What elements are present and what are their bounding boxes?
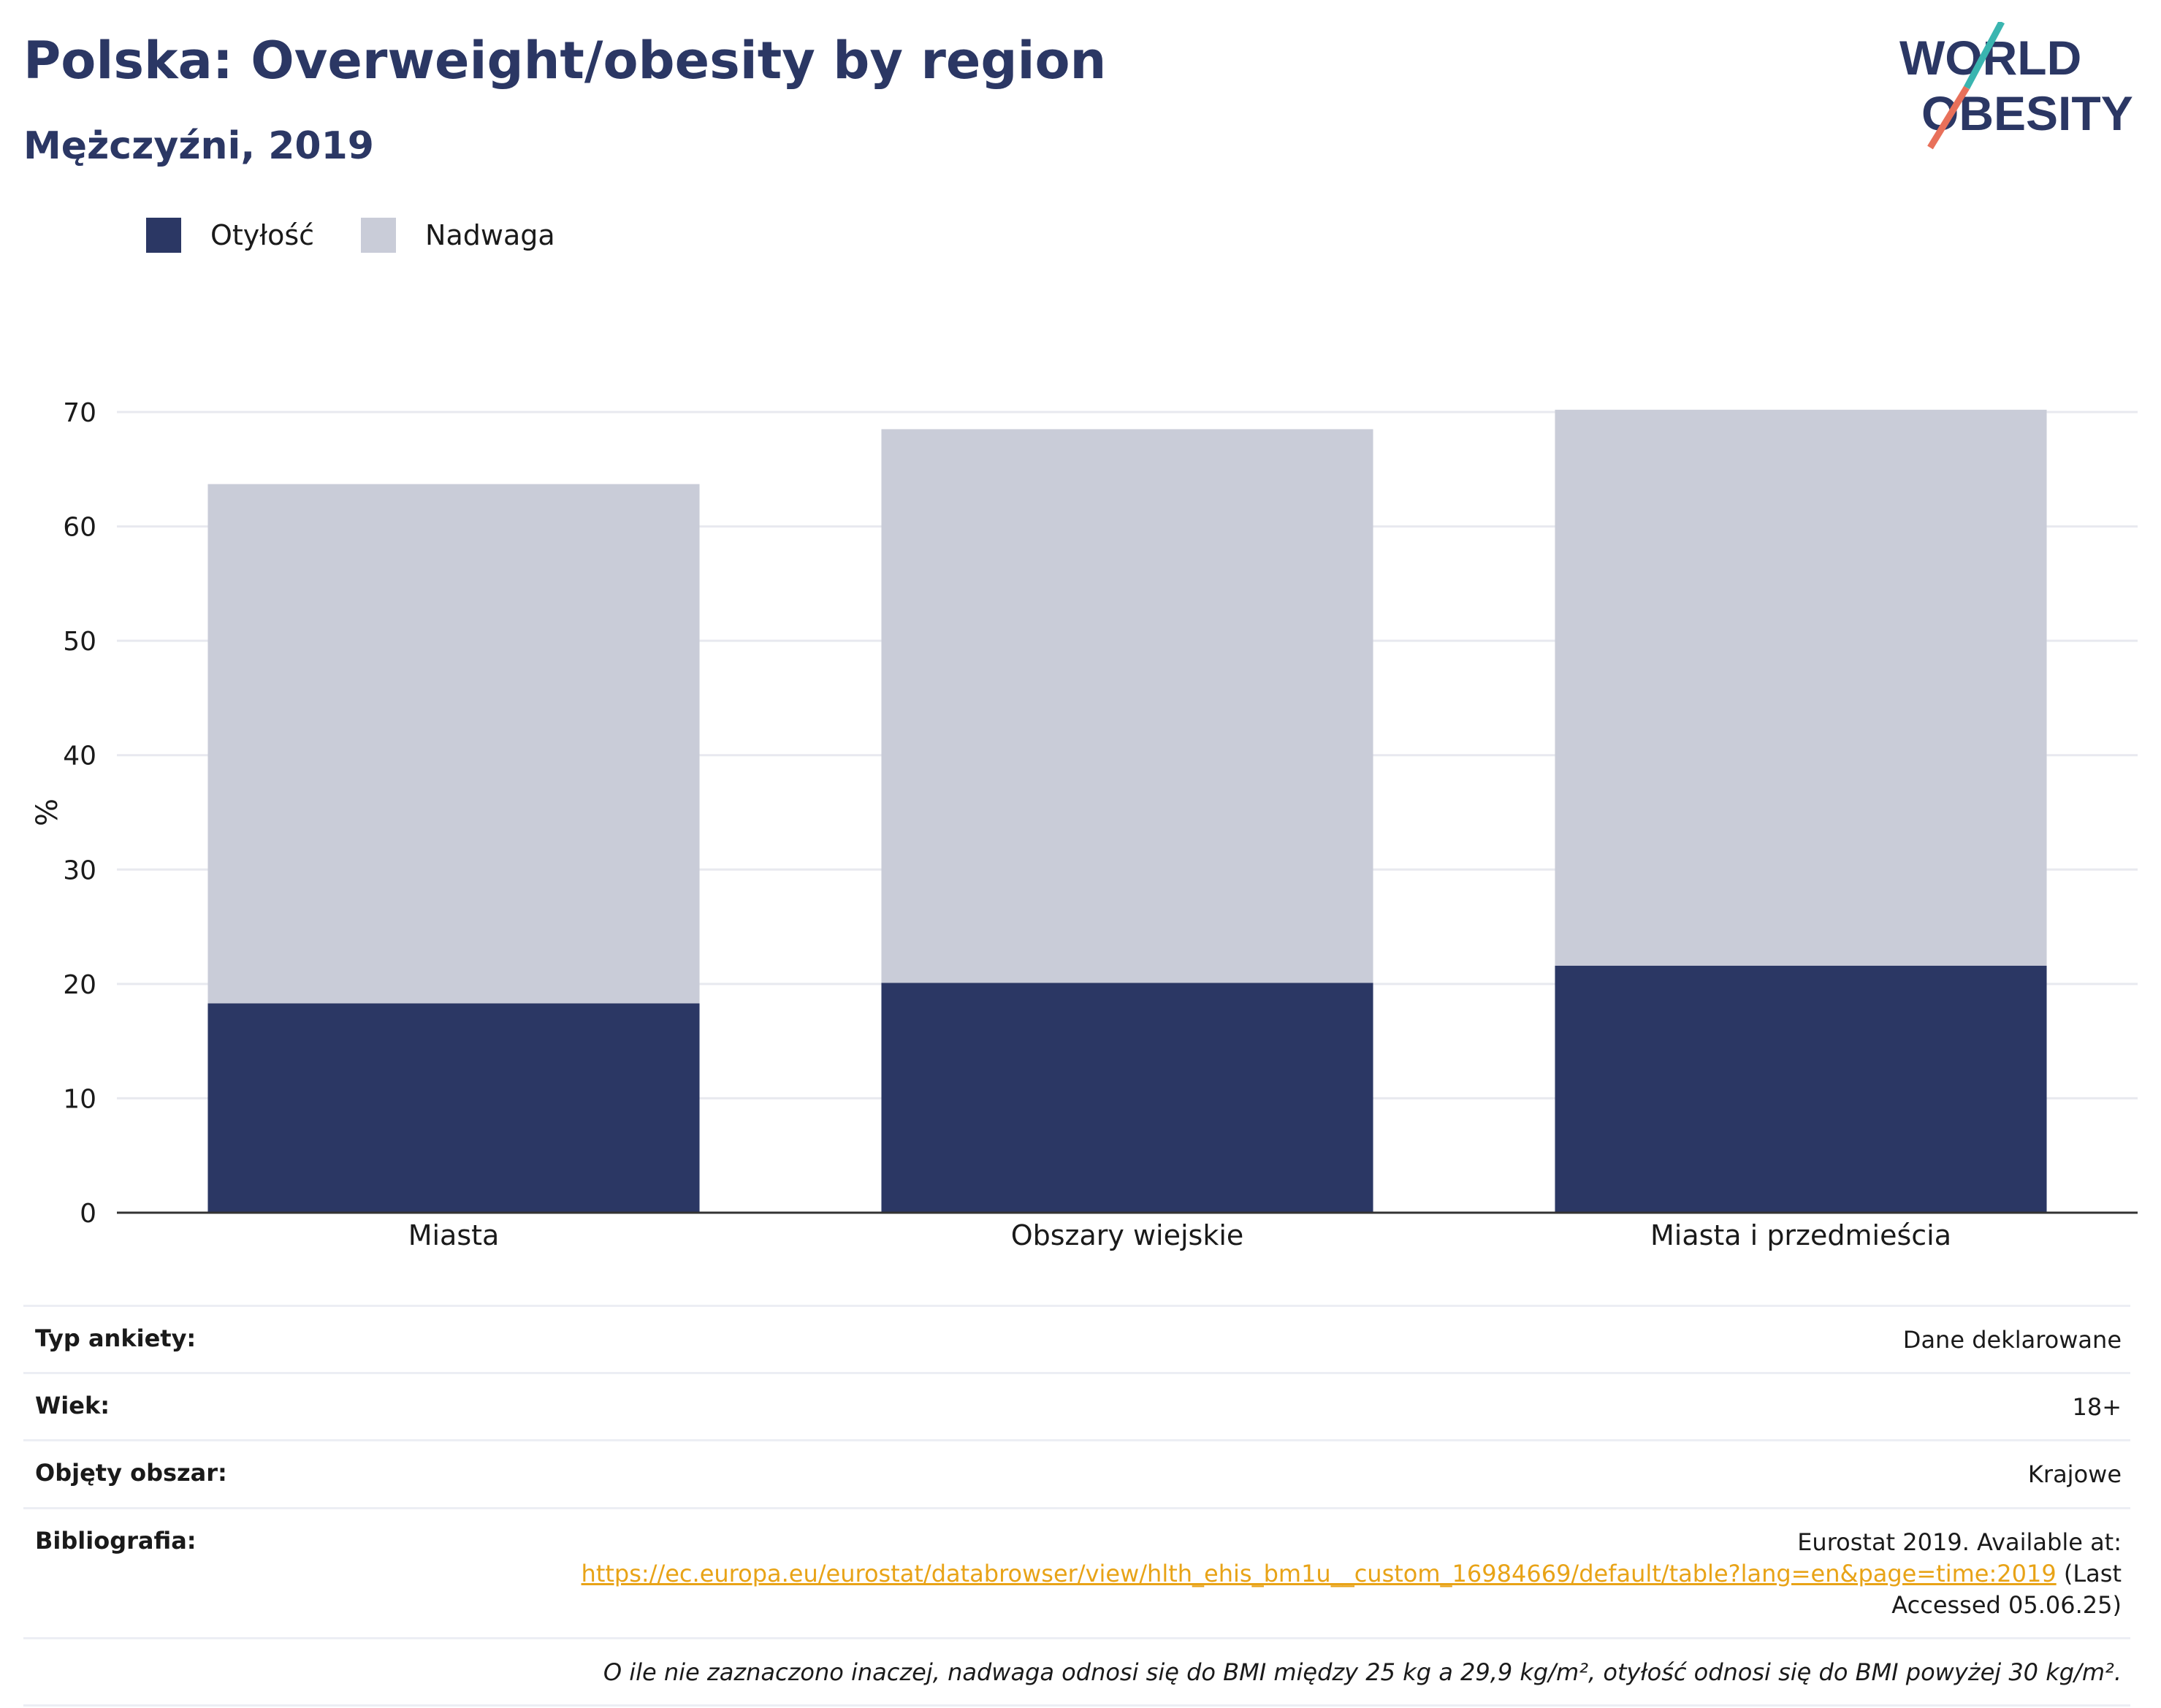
y-axis-label: % xyxy=(31,798,64,826)
area-value: Krajowe xyxy=(2027,1460,2122,1489)
bibliography-link[interactable]: https://ec.europa.eu/eurostat/databrowse… xyxy=(581,1559,2057,1587)
logo-slash-teal xyxy=(1964,22,2005,90)
y-tick-label: 20 xyxy=(63,970,96,1000)
info-row-survey: Typ ankiety: Dane deklarowane xyxy=(23,1305,2130,1372)
bar-overweight xyxy=(207,484,700,1004)
y-tick-label: 50 xyxy=(63,627,96,657)
x-tick-label: Miasta xyxy=(408,1219,500,1251)
y-tick-label: 60 xyxy=(63,513,96,543)
legend-item-overweight: Nadwaga xyxy=(361,218,555,253)
world-obesity-logo: WORLD OBESITY xyxy=(1899,22,2133,150)
bar-obesity xyxy=(881,983,1373,1213)
y-tick-label: 0 xyxy=(80,1199,96,1229)
bar-chart: 0 10 20 30 40 50 60 70% Miasta Obszary wiejskie Mi… xyxy=(31,398,2138,1251)
logo-slash-coral xyxy=(1927,85,1970,150)
x-tick-label: Miasta i przedmieścia xyxy=(1650,1219,1951,1251)
bibliography-suffix-a: (Last xyxy=(2063,1559,2122,1587)
info-row-note: O ile nie zaznaczono inaczej, nadwaga od… xyxy=(23,1637,2130,1707)
legend-swatch-overweight xyxy=(361,218,397,253)
legend-label-obesity: Otyłość xyxy=(210,219,315,251)
bar-overweight xyxy=(1555,409,2047,966)
y-tick-label: 10 xyxy=(63,1084,96,1114)
bar-obesity xyxy=(207,1003,700,1213)
legend-swatch-obesity xyxy=(146,218,181,253)
bibliography-label: Bibliografia: xyxy=(35,1526,197,1555)
legend: Otyłość Nadwaga xyxy=(146,218,602,253)
bar-obesity xyxy=(1555,965,2047,1213)
info-table: Typ ankiety: Dane deklarowane Wiek: 18+ … xyxy=(23,1305,2130,1707)
chart-title: Polska: Overweight/obesity by region xyxy=(23,31,1107,91)
chart-subtitle: Mężczyźni, 2019 xyxy=(23,124,374,168)
info-row-age: Wiek: 18+ xyxy=(23,1372,2130,1439)
logo-line2: OBESITY xyxy=(1921,86,2133,140)
info-row-bibliography: Bibliografia: Eurostat 2019. Available a… xyxy=(23,1506,2130,1638)
y-tick-label: 40 xyxy=(63,741,96,771)
area-label: Objęty obszar: xyxy=(35,1459,227,1487)
legend-item-obesity: Otyłość xyxy=(146,218,314,253)
y-tick-label: 30 xyxy=(63,855,96,885)
survey-value: Dane deklarowane xyxy=(1902,1326,2122,1354)
bibliography-prefix: Eurostat 2019. Available at: xyxy=(1797,1528,2122,1556)
age-label: Wiek: xyxy=(35,1392,110,1420)
age-value: 18+ xyxy=(2072,1393,2122,1422)
bar-overweight xyxy=(881,429,1373,983)
survey-label: Typ ankiety: xyxy=(35,1324,197,1352)
bmi-note: O ile nie zaznaczono inaczej, nadwaga od… xyxy=(603,1658,2122,1687)
info-row-area: Objęty obszar: Krajowe xyxy=(23,1439,2130,1506)
bibliography-value: Eurostat 2019. Available at: https://ec.… xyxy=(582,1527,2122,1622)
x-tick-label: Obszary wiejskie xyxy=(1011,1219,1244,1251)
y-tick-label: 70 xyxy=(63,398,96,428)
legend-label-overweight: Nadwaga xyxy=(425,219,555,251)
bibliography-suffix-b: Accessed 05.06.25) xyxy=(1891,1590,2122,1619)
